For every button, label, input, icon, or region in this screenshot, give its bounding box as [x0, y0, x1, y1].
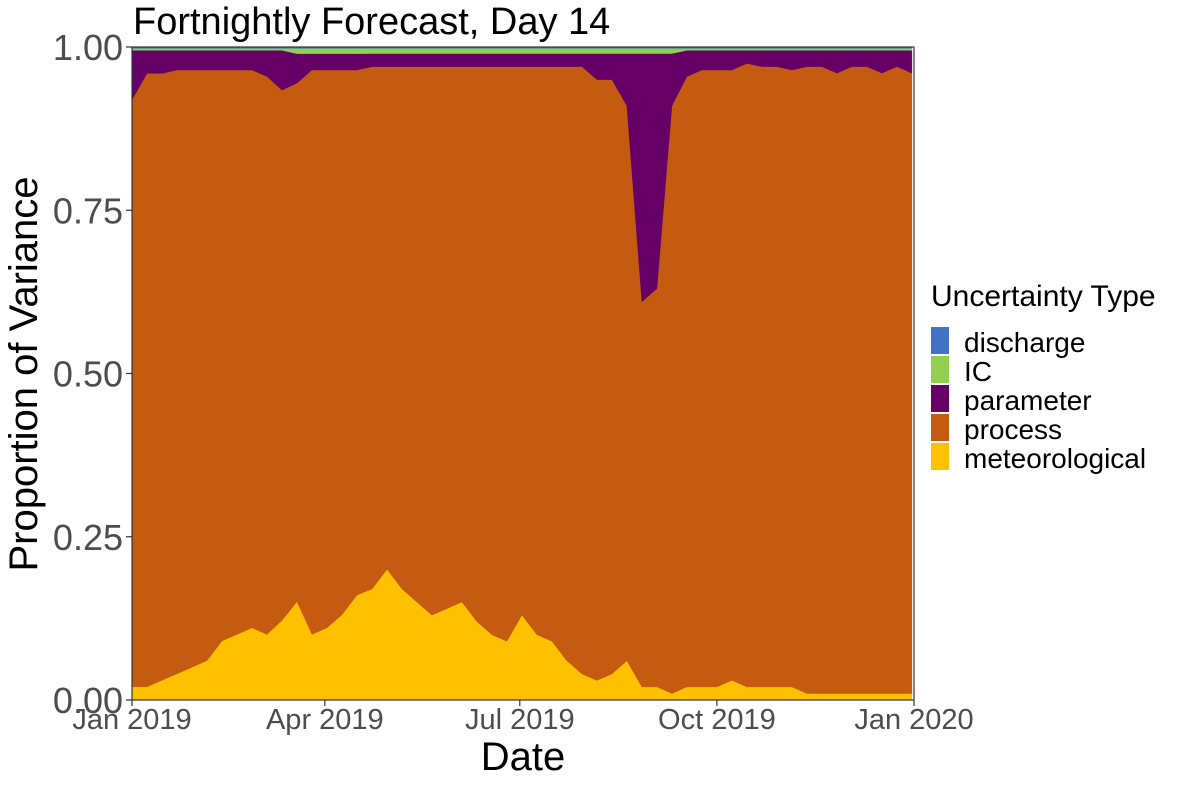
x-tick-label: Oct 2019 — [658, 704, 776, 736]
x-axis: Jan 2019 Apr 2019 Jul 2019 Oct 2019 Jan 2020 — [72, 700, 974, 736]
chart-title: Fortnightly Forecast, Day 14 — [133, 1, 610, 43]
legend-label-meteorological: meteorological — [964, 443, 1146, 474]
legend-swatch-meteorological — [931, 443, 949, 470]
y-tick-label: 0.00 — [53, 680, 123, 721]
area-process — [131, 63, 913, 694]
x-tick-label: Jul 2019 — [465, 704, 575, 736]
legend-swatch-parameter — [931, 385, 949, 412]
y-tick-label: 1.00 — [53, 27, 123, 68]
legend-label-parameter: parameter — [964, 385, 1092, 416]
legend-label-process: process — [964, 414, 1062, 445]
y-axis-label: Proportion of Variance — [2, 176, 46, 571]
x-axis-label: Date — [481, 735, 566, 779]
plot-areas — [131, 46, 913, 701]
x-tick-label: Jan 2020 — [854, 704, 973, 736]
legend: Uncertainty Type dischargeICparameterpro… — [931, 280, 1156, 474]
legend-swatch-discharge — [931, 327, 949, 354]
y-tick-label: 0.25 — [53, 517, 123, 558]
x-tick-label: Apr 2019 — [266, 704, 384, 736]
y-axis: 0.00 0.25 0.50 0.75 1.00 — [53, 27, 132, 721]
legend-title: Uncertainty Type — [931, 280, 1156, 313]
legend-swatch-process — [931, 414, 949, 441]
y-tick-label: 0.50 — [53, 354, 123, 395]
legend-swatch-ic — [931, 356, 949, 383]
x-tick-label: Jan 2019 — [72, 704, 191, 736]
legend-label-discharge: discharge — [964, 327, 1085, 358]
y-tick-label: 0.75 — [53, 190, 123, 231]
legend-label-ic: IC — [964, 356, 992, 387]
